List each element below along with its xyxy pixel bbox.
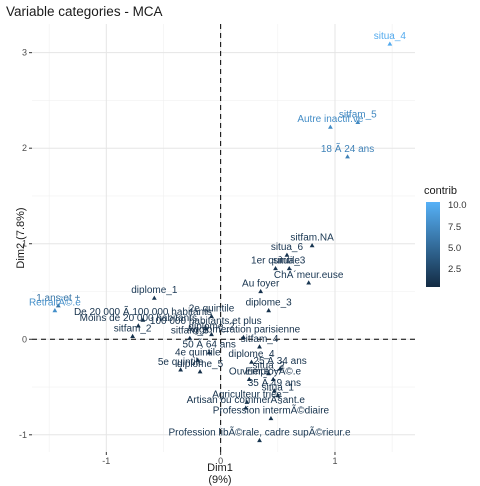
legend-colorbar [426, 202, 440, 287]
chart-title: Variable categories - MCA [6, 4, 163, 19]
data-point [187, 335, 193, 340]
point-label: 5e quintile [158, 357, 204, 368]
data-point [243, 405, 249, 410]
y-tick-label: -1 [19, 430, 27, 440]
data-point [203, 326, 209, 331]
point-label: 2e quintile [189, 303, 235, 314]
legend: contrib 2.5 5.0 7.5 10.0 [422, 185, 480, 295]
data-point [178, 367, 184, 372]
point-label: Artisan ou commerÃ§ant.e [187, 393, 306, 406]
y-tick-label: 1 [22, 239, 27, 249]
y-tick-label: 3 [22, 48, 27, 58]
x-axis-title: Dim1 (9%) [207, 462, 233, 486]
point-label: situa_6 [271, 242, 304, 253]
data-point [140, 317, 146, 322]
data-point [130, 333, 136, 339]
data-point [286, 265, 292, 271]
legend-tick-label: 5.0 [448, 242, 462, 254]
legend-tick-label: 10.0 [448, 200, 467, 212]
data-point [195, 357, 201, 362]
data-point [266, 371, 272, 376]
point-label: 4e quintile [175, 347, 221, 358]
y-tick-label: 0 [22, 334, 27, 344]
point-label: sitfam_5 [339, 109, 377, 120]
point-label: situa_2 [253, 361, 286, 372]
data-point [135, 323, 141, 328]
data-point [249, 359, 254, 364]
data-point [275, 393, 281, 398]
data-point [257, 344, 262, 349]
point-label: diplome_4 [228, 349, 275, 360]
point-label: Ouvrier.e [229, 366, 270, 377]
point-label: Autre inactif.ve [297, 114, 364, 125]
data-point [257, 437, 262, 443]
data-point [284, 252, 290, 257]
data-point [241, 334, 246, 339]
data-point [197, 369, 203, 374]
point-label: diplome_3 [246, 298, 293, 309]
point-label: diplome_2 [188, 321, 235, 332]
data-point [209, 331, 214, 337]
data-point [270, 376, 276, 381]
legend-title: contrib [424, 185, 458, 197]
point-label: situa_3 [273, 256, 306, 267]
point-label: Profession intermÃ©diaire [213, 404, 330, 417]
data-point [268, 415, 274, 421]
point-label: sitfam.NA [290, 233, 334, 244]
data-point [327, 124, 333, 129]
point-label: De 20 000 Ã 100 000 habitants [74, 305, 212, 318]
point-label: Agglomeration parisienne [187, 324, 301, 335]
data-point [246, 376, 252, 381]
data-point [355, 119, 361, 125]
point-label: situa_4 [374, 31, 407, 42]
x-tick-label: -1 [102, 456, 110, 466]
point-label: sitfam_3 [171, 325, 209, 336]
point-label: situa_1 [262, 383, 295, 394]
point-label: 35 Ã 49 ans [248, 376, 301, 389]
legend-tick-label: 7.5 [448, 221, 462, 233]
point-label: ChÃ´meur.euse [274, 268, 344, 281]
data-point [258, 288, 264, 294]
point-label: Moins de 20 000 habitants [80, 313, 197, 324]
point-label: sitfam_2 [114, 323, 152, 334]
point-label: 25 Ã 34 ans [253, 354, 306, 367]
y-tick-label: 2 [22, 143, 27, 153]
data-point [266, 308, 272, 313]
x-tick-label: 0 [218, 456, 223, 466]
point-label: 1er quintile [251, 256, 300, 267]
data-point [309, 243, 315, 248]
point-label: Au foyer [242, 279, 280, 290]
data-point [387, 41, 393, 46]
data-point [52, 308, 58, 313]
point-label: 50 Ã 64 ans [183, 338, 236, 351]
data-point [271, 388, 277, 393]
x-tick-label: 1 [332, 456, 337, 466]
point-label: RetraitÃ©.e [29, 296, 81, 309]
data-point [345, 154, 350, 159]
point-label: 18 Ã 24 ans [321, 142, 374, 155]
point-label: diplome_5 [177, 359, 224, 370]
point-label: Profession libÃ©rale, cadre supÃ©rieur.e [168, 426, 350, 439]
y-axis-title: Dim2 (7.8%) [15, 207, 27, 269]
point-label: 1 ans et + [36, 293, 80, 304]
point-label: diplome_1 [131, 285, 178, 296]
point-label: EmployÃ©.e [245, 364, 301, 377]
point-label: 100 000 habitants et plus [150, 316, 262, 327]
point-label: Agriculteur trice [212, 389, 282, 400]
data-point [277, 366, 283, 371]
point-label: sitfam_4 [241, 334, 279, 345]
data-point [244, 399, 250, 404]
data-point [306, 280, 312, 285]
data-point [55, 303, 61, 308]
data-point [273, 265, 278, 271]
data-point [209, 313, 214, 318]
legend-tick-label: 2.5 [448, 264, 462, 275]
data-point [206, 350, 212, 355]
data-point [151, 295, 157, 300]
